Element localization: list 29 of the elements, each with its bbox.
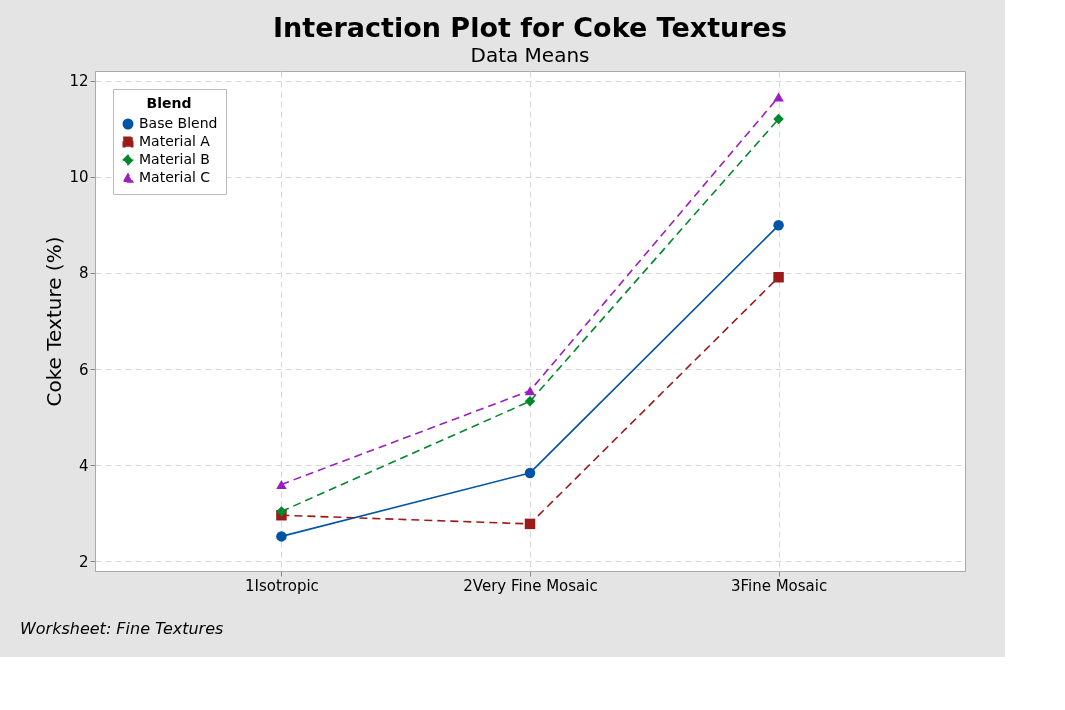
point bbox=[524, 518, 536, 530]
y-tick-label: 2 bbox=[78, 552, 89, 571]
legend-title: Blend bbox=[146, 95, 192, 111]
point bbox=[773, 113, 784, 125]
point bbox=[276, 531, 287, 542]
point bbox=[773, 220, 784, 231]
point bbox=[524, 386, 536, 396]
text: Worksheet: Fine Textures bbox=[20, 619, 224, 638]
x-tick-label: 3Fine Mosaic bbox=[730, 576, 828, 595]
x-tick-label: 1Isotropic bbox=[245, 576, 319, 595]
point bbox=[276, 479, 287, 489]
chart-title: Interaction Plot for Coke Textures bbox=[273, 12, 787, 43]
point bbox=[276, 506, 287, 517]
legend-label: Material B bbox=[139, 151, 210, 167]
point bbox=[773, 92, 784, 102]
chart-subtitle: Data Means bbox=[470, 43, 590, 67]
y-tick-label: 8 bbox=[78, 264, 89, 283]
legend-label: Material C bbox=[139, 169, 211, 185]
y-axis-title: Coke Texture (%) bbox=[42, 236, 67, 407]
legend-label: Material A bbox=[139, 133, 211, 149]
x-tick-label: 2Very Fine Mosaic bbox=[463, 576, 598, 595]
y-tick-label: 12 bbox=[69, 72, 89, 91]
y-tick-label: 4 bbox=[78, 456, 89, 475]
point bbox=[524, 396, 536, 407]
y-tick-label: 10 bbox=[69, 168, 89, 187]
point bbox=[524, 467, 536, 479]
point bbox=[773, 272, 784, 283]
y-tick-label: 6 bbox=[78, 360, 89, 379]
legend-label: Base Blend bbox=[139, 115, 218, 131]
